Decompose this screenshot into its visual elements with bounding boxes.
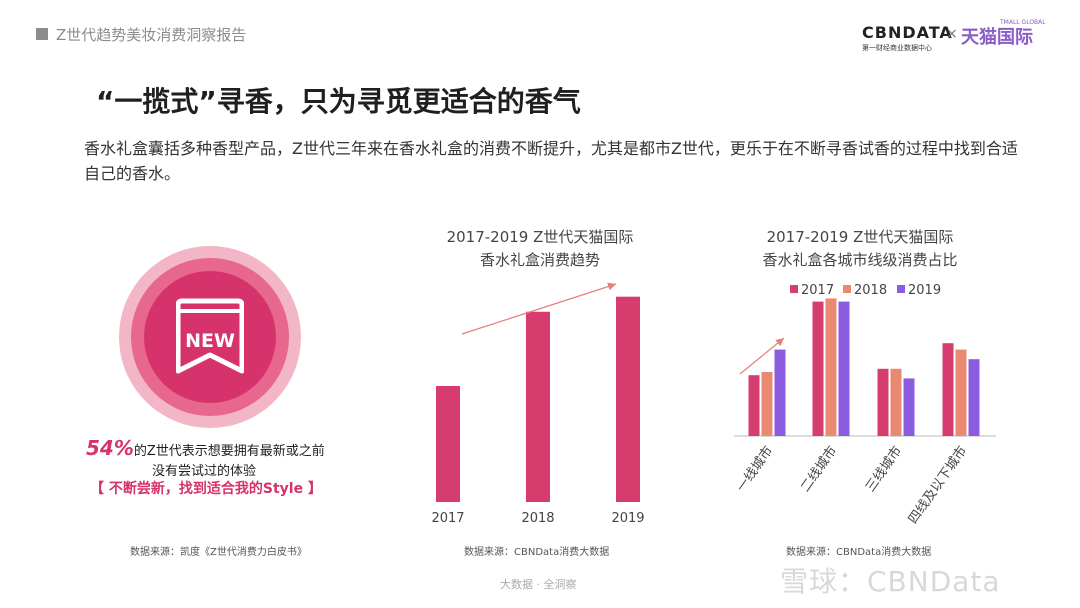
chart2-bar-二线城市-2019 <box>838 301 850 436</box>
chart2-bar-一线城市-2017 <box>748 375 760 436</box>
chart2-bar-一线城市-2018 <box>761 372 773 436</box>
chart2-bar-二线城市-2017 <box>812 301 824 436</box>
chart2-title-line2: 香水礼盒各城市线级消费占比 <box>762 251 958 269</box>
chart2-xtick-二线城市: 二线城市 <box>797 443 840 495</box>
chart2-bar-三线城市-2019 <box>903 378 915 436</box>
chart1-trend-arrow-head <box>607 282 616 291</box>
stat-highlight: 【 不断尝新，找到适合我的Style 】 <box>90 481 322 497</box>
chart2-bar-四线及以下城市-2017 <box>942 343 954 436</box>
chart2-legend-label-2017: 2017 <box>801 283 834 298</box>
chart2-bar-四线及以下城市-2019 <box>968 359 980 436</box>
chart2-title-line1: 2017-2019 Z世代天猫国际 <box>766 228 954 246</box>
page-title: “一揽式”寻香，只为寻觅更适合的香气 <box>96 85 581 118</box>
chart2-bar-一线城市-2019 <box>774 349 786 436</box>
chart2-bar-二线城市-2018 <box>825 298 837 436</box>
footer-slogan: 大数据 · 全洞察 <box>500 578 577 591</box>
report-title: Z世代趋势美妆消费洞察报告 <box>56 26 247 44</box>
chart1-bar-2018 <box>526 311 550 502</box>
chart2-title: 2017-2019 Z世代天猫国际 香水礼盒各城市线级消费占比 <box>740 226 980 272</box>
chart2-trend-arrow-line <box>739 337 785 375</box>
stat-line-2: 没有尝试过的体验 <box>152 464 257 479</box>
chart2-plot: 2017 2018 2019 一线城市 二线城市 三线城市 四线及以下城市 <box>733 283 996 527</box>
chart2-legend-swatch-2018 <box>843 285 851 293</box>
chart2-xtick-四线及以下城市: 四线及以下城市 <box>905 443 970 527</box>
chart1-title: 2017-2019 Z世代天猫国际 香水礼盒消费趋势 <box>420 226 660 272</box>
chart1-xtick-2018: 2018 <box>521 511 554 526</box>
tmall-global-label: TMALL GLOBAL <box>1000 19 1046 26</box>
tmall-logo: 天猫国际 <box>961 27 1033 48</box>
chart2-xtick-三线城市: 三线城市 <box>862 443 905 495</box>
source-chart2: 数据来源：CBNData消费大数据 <box>786 547 932 558</box>
chart1-trend-arrow-line <box>461 283 617 335</box>
watermark: 雪球：CBNData <box>780 565 1001 598</box>
chart2-legend-swatch-2017 <box>790 285 798 293</box>
source-left: 数据来源：凯度《Z世代消费力白皮书》 <box>130 547 307 558</box>
chart2-bar-三线城市-2018 <box>890 368 902 436</box>
chart2-bar-四线及以下城市-2018 <box>955 349 967 436</box>
new-badge-icon: NEW <box>176 298 244 374</box>
stat-line-1: 54%的Z世代表示想要拥有最新或之前 <box>86 436 325 460</box>
header-marker <box>36 28 48 40</box>
chart2-legend-swatch-2019 <box>897 285 905 293</box>
new-badge-text: NEW <box>185 330 235 352</box>
chart1-title-line1: 2017-2019 Z世代天猫国际 <box>446 228 634 246</box>
chart1-bar-2017 <box>436 386 460 502</box>
chart2-bar-三线城市-2017 <box>877 368 889 436</box>
chart2-legend-label-2018: 2018 <box>854 283 887 298</box>
chart2-trend-arrow <box>739 337 785 375</box>
chart1-plot: 2017 2018 2019 <box>431 282 645 526</box>
stat-circle-inner <box>144 271 276 403</box>
stat-percent: 54% <box>86 436 134 460</box>
chart1-xtick-2019: 2019 <box>611 511 644 526</box>
chart2-xtick-一线城市: 一线城市 <box>733 443 776 495</box>
cbndata-logo-subtitle: 第一财经商业数据中心 <box>862 44 932 52</box>
chart2-legend-label-2019: 2019 <box>908 283 941 298</box>
stat-line-1-text: 的Z世代表示想要拥有最新或之前 <box>133 444 325 459</box>
chart1-xtick-2017: 2017 <box>431 511 464 526</box>
source-chart1: 数据来源：CBNData消费大数据 <box>464 547 610 558</box>
intro-paragraph: 香水礼盒囊括多种香型产品，Z世代三年来在香水礼盒的消费不断提升，尤其是都市Z世代… <box>84 139 1018 183</box>
chart1-trend-arrow <box>461 282 617 335</box>
chart2-trend-arrow-head <box>775 338 784 347</box>
cbndata-logo: CBNDATA <box>862 23 953 42</box>
chart1-bar-2019 <box>616 296 640 502</box>
chart1-title-line2: 香水礼盒消费趋势 <box>479 251 600 269</box>
brand-separator: × <box>946 26 958 42</box>
